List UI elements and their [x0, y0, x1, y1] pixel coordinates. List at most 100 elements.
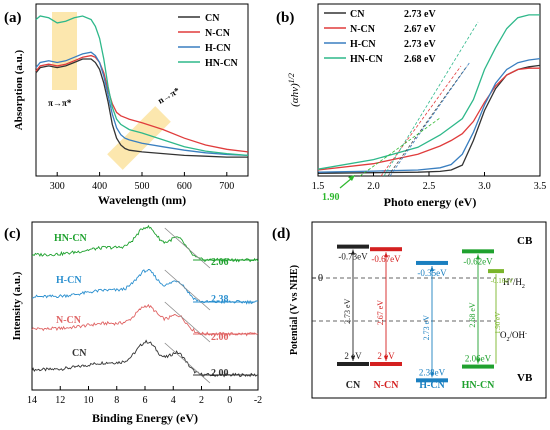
legend-value-n-cn: 2.67 eV [404, 24, 436, 35]
gap-arrowhead-bottom-cn [351, 356, 355, 361]
series-value-n-cn: 2.00 [211, 332, 229, 343]
cb-bar-hn-cn [462, 249, 494, 254]
series-name-hn-cn: HN-CN [54, 233, 88, 244]
legend-label-h-cn: H-CN [205, 43, 231, 54]
o2-label: O2/OH- [500, 330, 527, 343]
series-h-cn-line [35, 51, 249, 157]
panel-c-ticks: 14 12 10 8 6 4 2 0 -2 [27, 386, 262, 406]
series-cn-edge-fit [164, 342, 211, 384]
legend-label-hn-cn: HN-CN [205, 58, 239, 69]
pi-pi-annotation: π→π* [48, 98, 72, 108]
gap-arrowhead-bottom-hn-cn [476, 358, 480, 364]
legend-value-hn-cn: 2.68 eV [404, 54, 436, 65]
sub-cb-bar-hn-cn [488, 269, 504, 274]
cb-label: CB [517, 235, 533, 247]
gap-value-hn-cn: 2.68 eV [468, 302, 477, 328]
x-tick-label: 14 [27, 395, 37, 406]
gap-value-n-cn: 2.67 eV [376, 300, 385, 326]
series-value-h-cn: 2.38 [211, 294, 229, 305]
sub-gap-arrowhead [348, 175, 355, 181]
panel-c-label: (c) [4, 226, 21, 242]
panel-b-tangent-lines [359, 21, 479, 177]
panel-b-ticks: 1.5 2.0 2.5 3.0 3.5 [312, 172, 547, 192]
cb-bar-cn [337, 244, 369, 249]
tangent-hncn [383, 21, 479, 177]
h-plus-label: H+/H2 [503, 277, 525, 290]
panel-d: (d) 0 H+/H2 O2/OH- CB VB -0.73eV 2 eV 2.73… [272, 221, 547, 399]
cb-value-n-cn: -0.67eV [371, 254, 401, 264]
cb-value-h-cn: -0.35eV [417, 268, 447, 278]
panel-c-ylabel: Intensity (a.u.) [11, 271, 23, 340]
series-name-h-cn: H-CN [56, 275, 82, 286]
x-tick-label: 2.0 [367, 181, 380, 192]
vb-bar-n-cn [370, 362, 402, 366]
gap-arrowhead-top-cn [351, 249, 355, 255]
legend-label-h-cn: H-CN [350, 39, 376, 50]
panel-a-legend: CN N-CN H-CN HN-CN [178, 13, 239, 69]
panel-a-series [35, 15, 249, 158]
series-hn-cn-edge-fit [164, 227, 211, 269]
vb-bar-cn [337, 362, 369, 366]
sample-name-h-cn: H-CN [419, 380, 445, 391]
x-tick-label: 8 [114, 395, 119, 406]
x-tick-label: 12 [55, 395, 65, 406]
panel-d-bands: -0.73eV 2 eV 2.73 eV CN -0.67eV 2 eV 2.67 eV N-… [337, 244, 514, 391]
sub-cb-value-hn-cn: -0.16eV [491, 277, 514, 285]
gap-arrowhead-top-h-cn [430, 265, 434, 271]
series-h-cn-line [317, 57, 541, 173]
x-tick-label: 3.0 [478, 181, 491, 192]
legend-label-cn: CN [205, 13, 220, 24]
gap-arrowhead-top-n-cn [384, 252, 388, 258]
panel-b-ylabel: (αhν)1/2 [287, 73, 302, 107]
panel-d-ylabel: Potential (V vs NHE) [289, 265, 300, 355]
x-tick-label: 0 [227, 395, 232, 406]
series-n-cn-line [35, 54, 249, 153]
panel-d-label: (d) [272, 226, 290, 242]
vb-label: VB [517, 372, 533, 384]
cb-bar-h-cn [416, 260, 448, 265]
series-cn-line [31, 339, 259, 378]
vb-value-hn-cn: 2.06eV [465, 354, 492, 364]
x-tick-label: 500 [135, 181, 150, 192]
vb-value-cn: 2 eV [344, 351, 362, 361]
legend-label-hn-cn: HN-CN [350, 54, 384, 65]
series-value-hn-cn: 2.06 [211, 257, 229, 268]
series-value-cn: 2.00 [211, 368, 229, 379]
panel-b-xlabel: Photo energy (eV) [384, 195, 477, 209]
x-tick-label: 2 [199, 395, 204, 406]
tangent-sub-gap [359, 117, 441, 177]
x-tick-label: 400 [92, 181, 107, 192]
panel-c-series [31, 224, 259, 384]
vb-bar-hn-cn [462, 364, 494, 369]
x-tick-label: 2.5 [423, 181, 436, 192]
panel-b-legend: CN 2.73 eV N-CN 2.67 eV H-CN 2.73 eV HN-CN 2.68… [324, 9, 436, 65]
tangent-ncn [380, 65, 462, 177]
vb-bar-h-cn [416, 378, 448, 383]
cb-value-cn: -0.73eV [338, 252, 368, 262]
legend-label-n-cn: N-CN [205, 28, 231, 39]
x-tick-label: 700 [219, 181, 234, 192]
panel-a: (a) 300 400 500 600 700 π→π* n→π* CN N-CN H-CN… [4, 3, 249, 207]
x-tick-label: 3.5 [534, 181, 547, 192]
cb-bar-n-cn [370, 247, 402, 252]
series-name-cn: CN [72, 348, 87, 359]
series-n-cn-line [317, 67, 540, 171]
sub-gap-value-hn-cn: 1.90 eV [494, 312, 502, 334]
gap-arrowhead-bottom-n-cn [384, 356, 388, 361]
legend-label-n-cn: N-CN [350, 24, 376, 35]
sample-name-n-cn: N-CN [374, 380, 400, 391]
x-tick-label: 300 [50, 181, 65, 192]
x-tick-label: 1.5 [312, 181, 325, 192]
pi-pi-highlight [52, 12, 77, 90]
gap-value-cn: 2.73 eV [343, 298, 352, 324]
series-cn-line [35, 58, 248, 158]
n-pi-annotation: n→π* [156, 85, 182, 106]
series-hn-cn-line [317, 14, 540, 170]
x-tick-label: 4 [171, 395, 176, 406]
series-hn-cn-line [35, 15, 249, 157]
x-tick-label: 6 [143, 395, 148, 406]
series-n-cn-edge-fit [164, 301, 211, 343]
panel-a-label: (a) [4, 10, 22, 26]
panel-c: (c) 14 12 10 8 6 4 2 0 -2 CN 2.00 N-CN 2.00 H-CN 2.38… [4, 221, 262, 425]
